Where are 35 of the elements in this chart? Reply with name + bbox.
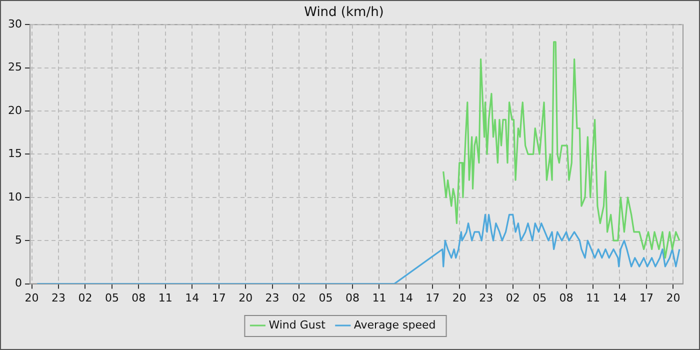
x-tick-label: 20	[24, 291, 39, 304]
x-tick-label: 17	[212, 291, 226, 304]
x-tick-label: 14	[612, 291, 627, 304]
y-tick-label: 20	[8, 104, 22, 117]
x-tick-label: 14	[185, 291, 200, 304]
x-tick-label: 02	[506, 291, 520, 304]
x-tick-label: 05	[104, 291, 119, 304]
chart-title: Wind (km/h)	[304, 5, 384, 20]
x-tick-label: 20	[452, 291, 466, 304]
y-tick-label: 15	[8, 147, 22, 160]
y-tick-label: 5	[14, 233, 22, 246]
y-tick-label: 10	[8, 190, 22, 204]
x-tick-label: 11	[586, 291, 600, 304]
x-tick-label: 23	[479, 291, 494, 304]
y-tick-label: 25	[8, 60, 22, 74]
y-tick-label: 30	[8, 17, 22, 30]
x-tick-label: 17	[426, 291, 440, 304]
x-tick-label: 11	[372, 291, 386, 304]
y-tick-label: 0	[14, 276, 22, 290]
x-tick-label: 05	[532, 291, 547, 304]
x-tick-label: 11	[158, 291, 172, 304]
legend-label: Average speed	[354, 318, 436, 332]
x-tick-label: 08	[132, 291, 146, 304]
x-tick-label: 02	[78, 291, 92, 304]
x-tick-label: 02	[292, 291, 306, 304]
x-tick-label: 17	[639, 291, 654, 304]
x-tick-label: 20	[238, 291, 253, 304]
x-tick-label: 08	[345, 291, 360, 304]
x-tick-label: 05	[318, 291, 333, 304]
x-tick-label: 08	[559, 291, 574, 304]
x-tick-label: 20	[666, 291, 680, 304]
x-tick-label: 23	[52, 291, 66, 304]
legend-label: Wind Gust	[268, 318, 326, 332]
x-tick-label: 14	[398, 291, 413, 304]
x-tick-label: 23	[265, 291, 280, 304]
